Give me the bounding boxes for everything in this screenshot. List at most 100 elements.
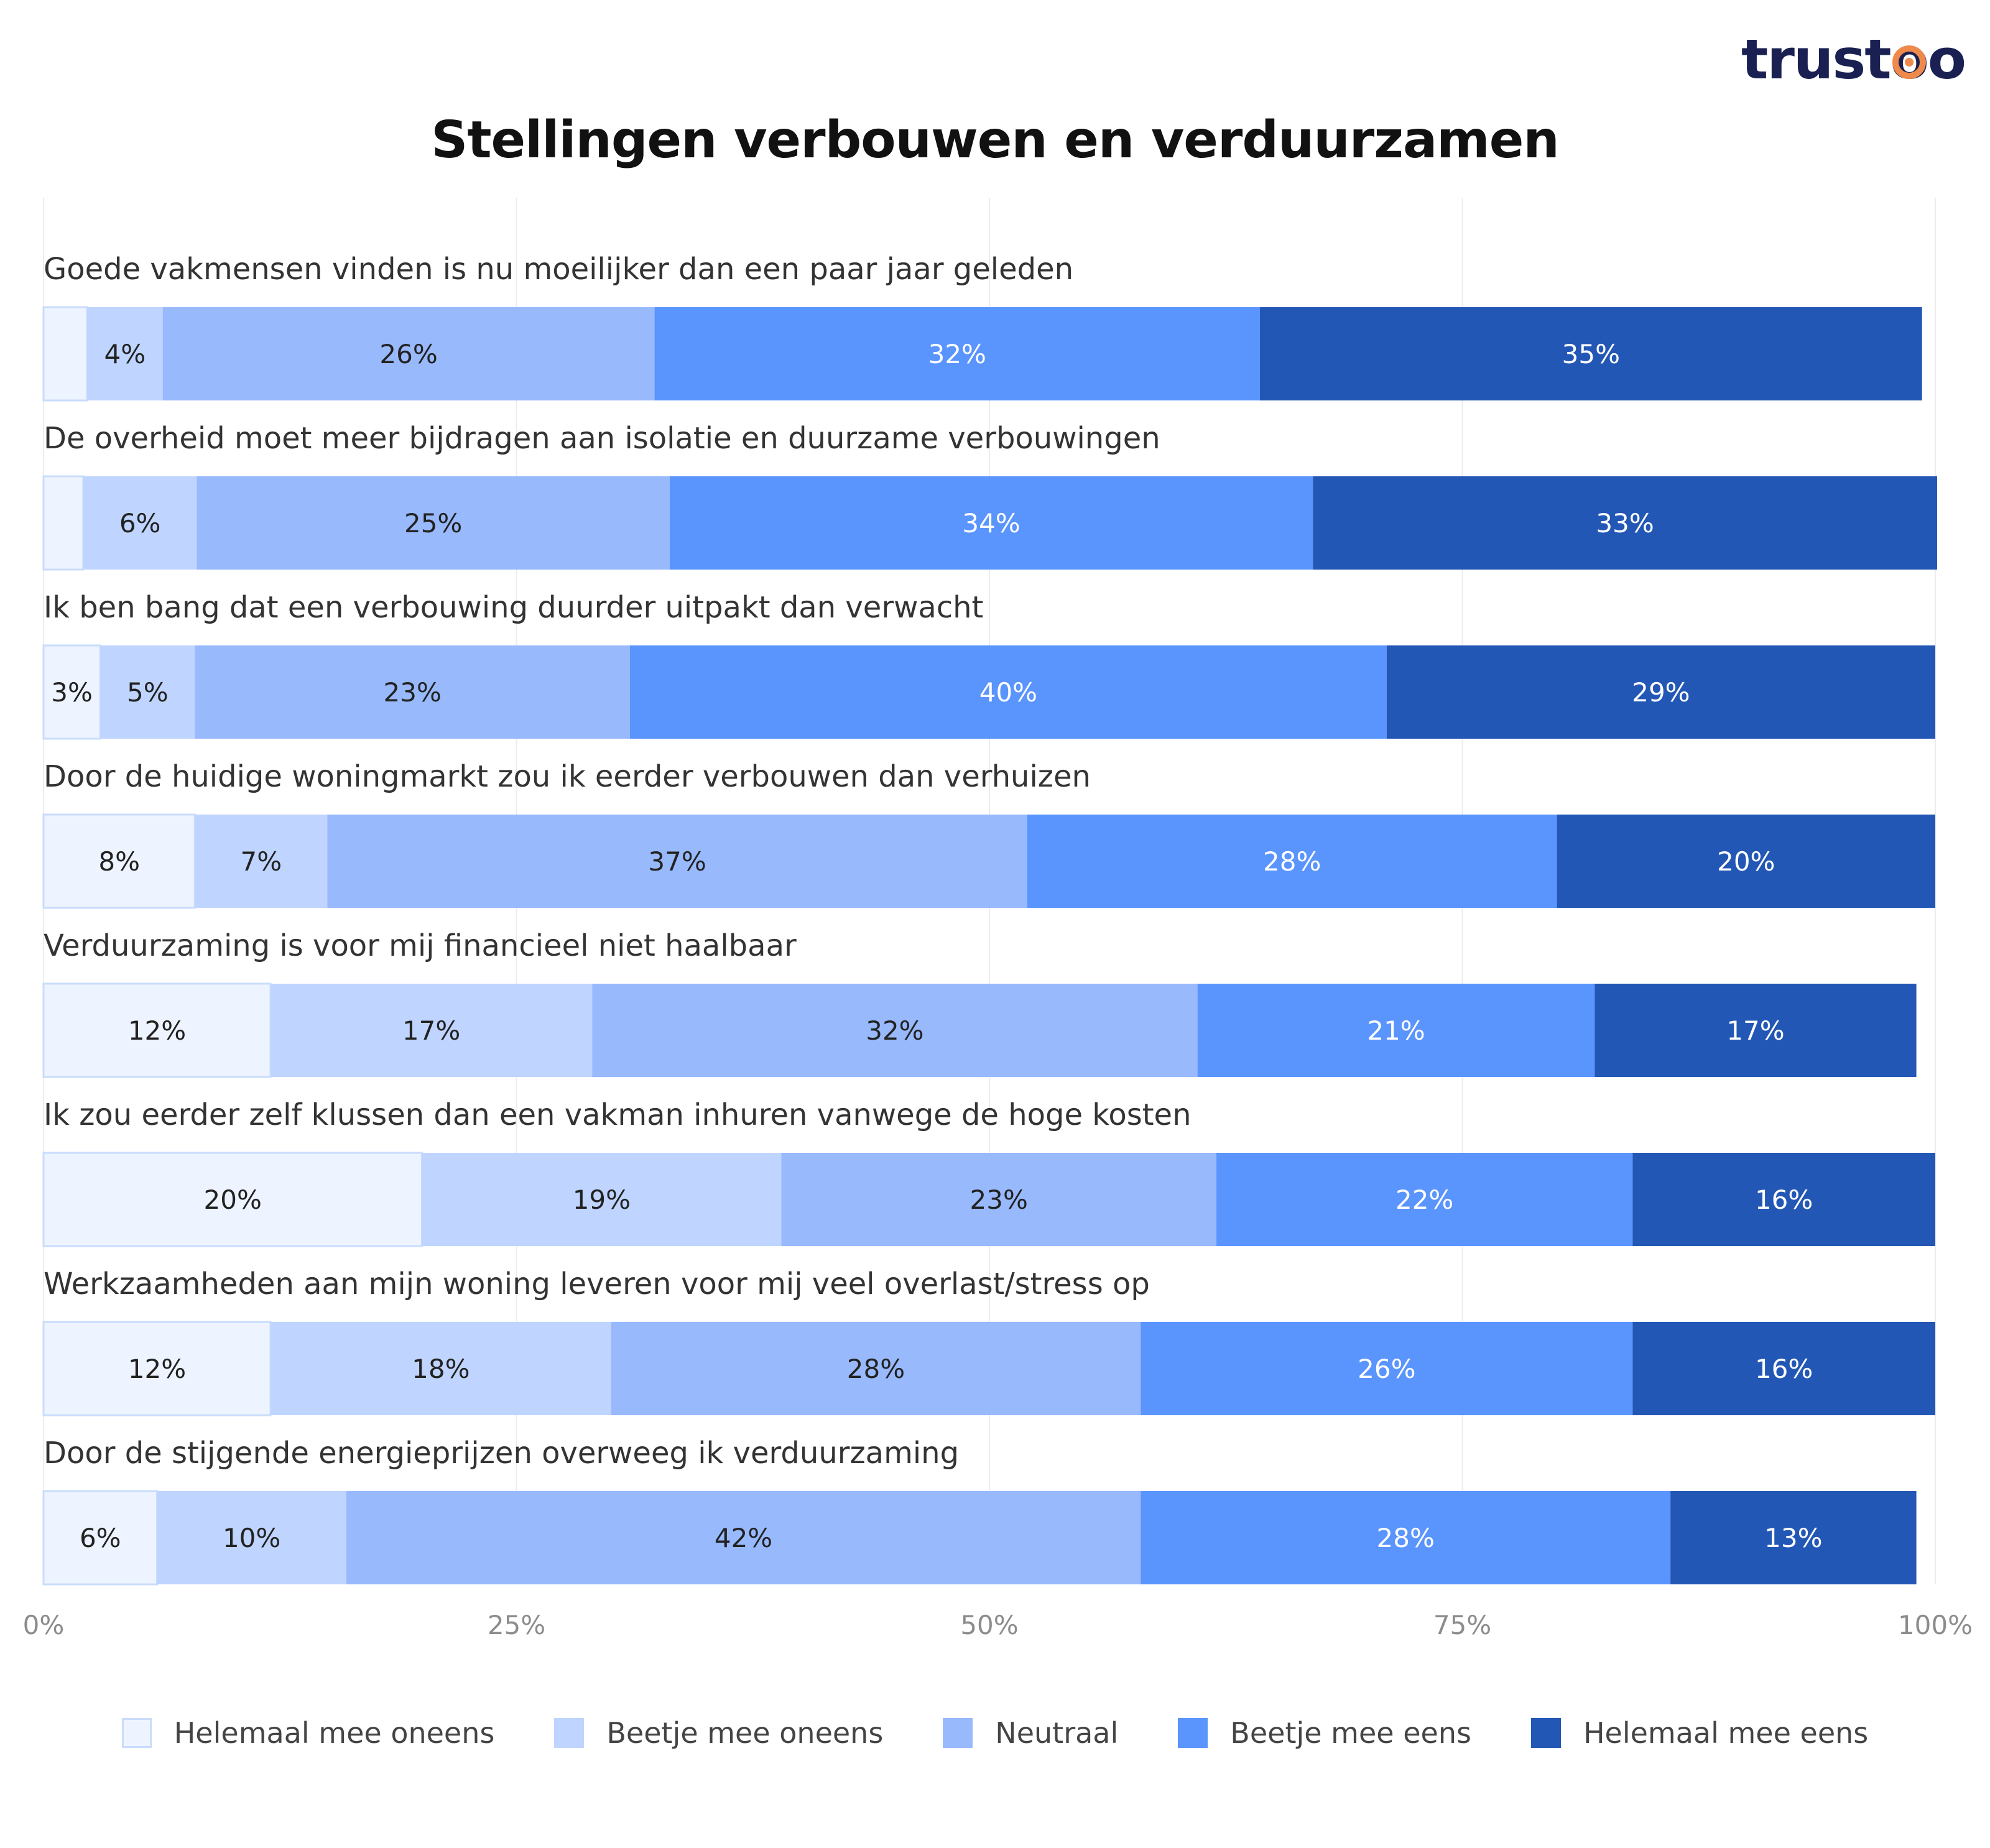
legend-item: Helemaal mee oneens [121, 1716, 495, 1750]
target-icon [1892, 45, 1926, 79]
bar-data-label: 12% [128, 1015, 186, 1046]
bar-segment [271, 984, 593, 1077]
bar-data-label: 20% [204, 1185, 262, 1215]
x-tick-label: 100% [1898, 1610, 1973, 1640]
bar-data-label: 3% [51, 677, 93, 708]
statement-label: Ik zou eerder zelf klussen dan een vakma… [44, 1097, 1192, 1132]
bar-data-label: 33% [1596, 508, 1654, 538]
bar-data-label: 19% [573, 1185, 631, 1215]
bar-segment [83, 476, 197, 570]
bar-segment [1594, 984, 1917, 1077]
legend-swatch [554, 1718, 585, 1748]
bar-segment [1141, 1322, 1633, 1415]
bar-data-label: 28% [1377, 1523, 1435, 1553]
x-tick-label: 75% [1433, 1610, 1491, 1640]
bar-segment [157, 1491, 346, 1584]
bar-data-label: 29% [1632, 677, 1690, 708]
bar-data-label: 17% [1726, 1015, 1784, 1046]
bar-data-label: 42% [715, 1523, 772, 1553]
bar-data-label: 28% [847, 1354, 905, 1384]
statement-label: Door de huidige woningmarkt zou ik eerde… [44, 759, 1091, 794]
legend-swatch [121, 1718, 152, 1748]
legend-item: Beetje mee oneens [554, 1716, 883, 1750]
bar-data-label: 32% [866, 1015, 923, 1046]
chart-legend: Helemaal mee oneens Beetje mee oneens Neut… [0, 1716, 1990, 1750]
bar-segment [1632, 1322, 1935, 1415]
bar-data-label: 12% [128, 1354, 186, 1384]
bar-data-label: 8% [98, 846, 140, 877]
legend-label: Helemaal mee oneens [174, 1716, 495, 1750]
bar-data-label: 23% [970, 1185, 1028, 1215]
legend-swatch [943, 1718, 973, 1748]
bar-segment [592, 984, 1198, 1077]
bar-segment [197, 476, 670, 570]
statement-label: Werkzaamheden aan mijn woning leveren vo… [44, 1267, 1150, 1301]
bar-data-label: 20% [1717, 846, 1775, 877]
statement-label: Door de stijgende energieprijzen overwee… [44, 1436, 959, 1471]
bar-segment [86, 307, 163, 400]
bar-segment [654, 307, 1261, 400]
legend-label: Helemaal mee eens [1583, 1716, 1869, 1750]
bar-segment [1197, 984, 1595, 1077]
bar-data-label: 16% [1755, 1185, 1813, 1215]
x-tick-label: 0% [23, 1610, 65, 1640]
legend-swatch [1530, 1718, 1561, 1748]
bar-segment [100, 645, 195, 739]
bar-segment [669, 476, 1313, 570]
bar-data-label: 18% [412, 1354, 470, 1384]
bar-data-label: 5% [127, 677, 169, 708]
bar-segment [271, 1322, 611, 1415]
chart-title: Stellingen verbouwen en verduurzamen [431, 111, 1559, 170]
bar-segment [1141, 1491, 1671, 1584]
statement-label: De overheid moet meer bijdragen aan isol… [44, 421, 1160, 456]
x-tick-label: 50% [960, 1610, 1018, 1640]
bar-data-label: 26% [379, 339, 437, 369]
legend-swatch [1178, 1718, 1208, 1748]
bar-data-label: 40% [979, 677, 1037, 708]
bar-segment [1260, 307, 1922, 400]
bar-segment [1557, 815, 1935, 908]
bar-segment [42, 1152, 423, 1247]
statement-label: Ik ben bang dat een verbouwing duurder u… [44, 590, 983, 625]
bar-data-label: 6% [119, 508, 161, 538]
bar-segment [1386, 645, 1935, 739]
bar-segment [42, 306, 88, 402]
bar-segment [42, 813, 196, 909]
bar-segment [42, 1321, 272, 1416]
bar-data-label: 25% [404, 508, 462, 538]
legend-item: Helemaal mee eens [1530, 1716, 1869, 1750]
legend-item: Beetje mee eens [1178, 1716, 1471, 1750]
bar-data-label: 34% [962, 508, 1020, 538]
legend-item: Neutraal [943, 1716, 1118, 1750]
bar-data-label: 35% [1562, 339, 1620, 369]
bar-segment [422, 1153, 782, 1246]
bar-data-label: 23% [384, 677, 442, 708]
legend-label: Beetje mee eens [1230, 1716, 1471, 1750]
bar-segment [1632, 1153, 1935, 1246]
bar-data-label: 6% [80, 1523, 121, 1553]
bar-segment [195, 645, 631, 739]
bar-segment [162, 307, 655, 400]
bar-data-label: 37% [648, 846, 706, 877]
bar-data-label: 32% [928, 339, 986, 369]
bar-data-label: 21% [1367, 1015, 1425, 1046]
bar-segment [195, 815, 328, 908]
trustoo-logo: trustoo [1741, 27, 1966, 91]
bar-segment [327, 815, 1027, 908]
bar-segment [1027, 815, 1557, 908]
bar-data-label: 7% [241, 846, 282, 877]
bar-segment [1670, 1491, 1917, 1584]
legend-label: Beetje mee oneens [606, 1716, 884, 1750]
statement-label: Goede vakmensen vinden is nu moeilijker … [44, 252, 1073, 287]
bar-data-label: 13% [1764, 1523, 1822, 1553]
bar-data-label: 17% [402, 1015, 460, 1046]
bar-segment [42, 475, 85, 571]
bar-segment [611, 1322, 1141, 1415]
legend-label: Neutraal [995, 1716, 1119, 1750]
bar-data-label: 26% [1358, 1354, 1415, 1384]
bar-segment [630, 645, 1387, 739]
bar-segment [346, 1491, 1141, 1584]
bar-segment [42, 644, 101, 740]
bar-segment [42, 982, 272, 1078]
